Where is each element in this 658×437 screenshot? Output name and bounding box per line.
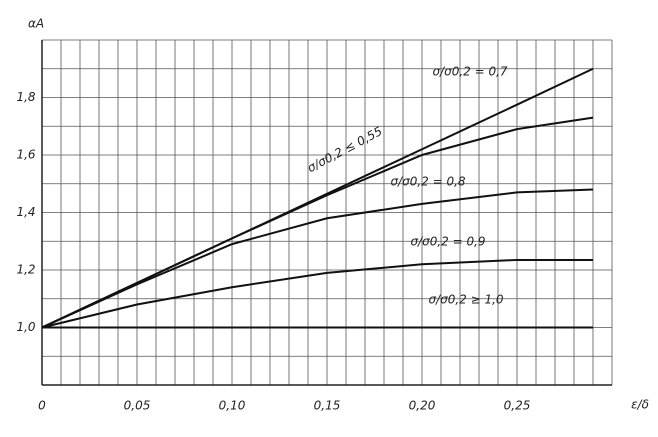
x-tick-label: 0,05 [124, 399, 151, 413]
series-label: σ/σ0,2 = 0,9 [410, 235, 485, 249]
series-line [41, 188, 594, 329]
x-tick-label: 0,25 [504, 399, 531, 413]
series-line [41, 258, 593, 329]
y-axis-label: αA [28, 17, 44, 31]
x-tick-label: 0,10 [219, 399, 246, 413]
y-tick-label: 1,4 [16, 205, 35, 219]
x-tick-label: 0 [38, 399, 46, 413]
y-tick-label: 1,0 [16, 320, 35, 334]
y-tick-label: 1,2 [16, 263, 35, 277]
series-label: σ/σ0,2 = 0,7 [432, 65, 507, 79]
x-tick-label: 0,15 [314, 399, 341, 413]
series-label: σ/σ0,2 ≥ 1,0 [428, 293, 503, 307]
y-tick-label: 1,8 [16, 90, 35, 104]
series-label: σ/σ0,2 ≤ 0,55 [305, 124, 385, 175]
x-axis-label: ε/δ [631, 398, 649, 412]
x-tick-label: 0,20 [409, 399, 436, 413]
series-line [41, 116, 594, 329]
series-label: σ/σ0,2 = 0,8 [390, 175, 465, 189]
y-tick-label: 1,6 [16, 148, 35, 162]
